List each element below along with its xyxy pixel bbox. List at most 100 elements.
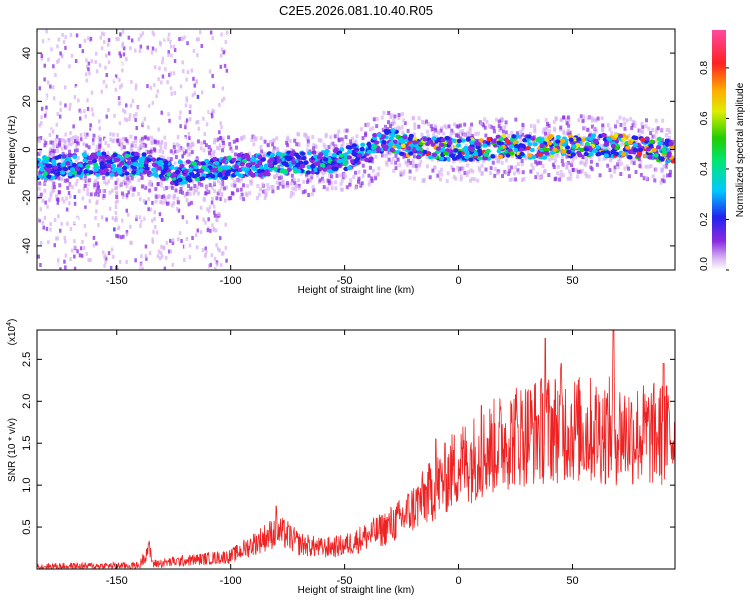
- spectrogram-halo-cell: [193, 184, 197, 188]
- spectrogram-halo-cell: [334, 180, 337, 185]
- spectrogram-halo-cell: [348, 182, 352, 187]
- spectrogram-ridge-cell: [482, 156, 488, 161]
- spectrogram-noise-cell: [107, 51, 111, 56]
- spectrogram-halo-cell: [510, 177, 514, 182]
- spectrogram-halo-cell: [374, 154, 378, 159]
- spectrogram-noise-cell: [69, 131, 72, 136]
- spectrogram-ridge-cell: [381, 140, 387, 145]
- spectrogram-ridge-cell: [153, 173, 159, 178]
- spectrogram-ridge-cell: [448, 149, 454, 154]
- spectrogram-noise-cell: [200, 44, 203, 48]
- spectrogram-noise-cell: [207, 209, 211, 214]
- spectrogram-halo-cell: [120, 141, 124, 146]
- spectrogram-noise-cell: [204, 253, 207, 257]
- spectrogram-noise-cell: [150, 50, 154, 55]
- spectrogram-halo-cell: [115, 186, 119, 191]
- spectrogram-noise-cell: [158, 212, 162, 217]
- spectrogram-halo-cell: [341, 141, 345, 146]
- spectrogram-ridge-cell: [234, 171, 240, 176]
- spectrogram-ridge-cell: [163, 163, 169, 168]
- spectrogram-noise-cell: [153, 83, 156, 88]
- spectrogram-halo-cell: [218, 189, 222, 193]
- spectrogram-noise-cell: [204, 246, 207, 251]
- spectrogram-halo-cell: [146, 136, 150, 141]
- spectrogram-noise-cell: [112, 254, 115, 259]
- spectrogram-ridge-cell: [366, 149, 372, 155]
- spectrogram-halo-cell: [584, 160, 588, 165]
- spectrogram-halo-cell: [556, 153, 560, 158]
- spectrogram-halo-cell: [57, 176, 61, 181]
- spectrogram-halo-cell: [457, 169, 461, 174]
- spectrogram-noise-cell: [160, 110, 163, 115]
- spectrogram-noise-cell: [190, 68, 193, 73]
- spectrogram-noise-cell: [90, 59, 94, 64]
- spectrogram-noise-cell: [168, 118, 171, 123]
- spectrogram-halo-cell: [394, 153, 398, 158]
- spectrogram-noise-cell: [188, 136, 191, 141]
- spectrogram-noise-cell: [199, 205, 203, 210]
- spectrogram-noise-cell: [172, 200, 175, 205]
- snr-series-line: [36, 329, 676, 570]
- spectrogram-noise-cell: [119, 37, 123, 42]
- spectrogram-ridge-cell: [267, 163, 274, 168]
- spectrogram-halo-cell: [601, 123, 605, 128]
- spectrogram-noise-cell: [57, 258, 60, 263]
- spectrogram-noise-cell: [57, 58, 61, 63]
- spectrogram-ridge-cell: [666, 151, 672, 156]
- spectrogram-halo-cell: [619, 142, 623, 147]
- spectrogram-halo-cell: [479, 121, 483, 126]
- spectrogram-noise-cell: [50, 62, 53, 67]
- spectrogram-noise-cell: [216, 137, 220, 142]
- spectrogram-ridge-cell: [336, 159, 342, 164]
- spectrogram-halo-cell: [553, 158, 557, 163]
- spectrogram-noise-cell: [88, 71, 91, 76]
- spectrogram-halo-cell: [102, 175, 106, 180]
- spectrogram-ridge-cell: [45, 163, 52, 168]
- spectrogram-ridge-cell: [146, 170, 152, 175]
- spectrogram-noise-cell: [143, 135, 147, 140]
- spectrogram-noise-cell: [160, 218, 164, 222]
- spectrogram-noise-cell: [170, 102, 173, 107]
- spectrogram-noise-cell: [73, 245, 76, 250]
- spectrogram-noise-cell: [56, 236, 59, 241]
- spectrogram-noise-cell: [86, 98, 89, 103]
- spectrogram-halo-cell: [297, 183, 301, 188]
- spectrogram-noise-cell: [178, 115, 182, 120]
- spectrogram-ridge-cell: [491, 139, 497, 144]
- spectrogram-noise-cell: [60, 221, 63, 226]
- spectrogram-ridge-cell: [269, 157, 275, 162]
- spectrogram-halo-cell: [159, 154, 163, 159]
- spectrogram-ridge-cell: [211, 168, 217, 173]
- spectrogram-halo-cell: [370, 176, 374, 181]
- spectrogram-noise-cell: [85, 199, 88, 204]
- spectrogram-noise-cell: [65, 249, 68, 254]
- spectrogram-noise-cell: [123, 109, 127, 114]
- spectrogram-noise-cell: [60, 233, 64, 238]
- spectrogram-ridge-cell: [438, 156, 445, 161]
- spectrogram-noise-cell: [129, 46, 132, 51]
- spectrogram-noise-cell: [47, 80, 50, 85]
- spectrogram-halo-cell: [554, 176, 558, 181]
- spectrogram-noise-cell: [74, 175, 78, 180]
- spectrogram-halo-cell: [323, 145, 327, 150]
- spectrogram-halo-cell: [408, 169, 412, 174]
- spectrogram-halo-cell: [435, 135, 439, 140]
- spectrogram-noise-cell: [53, 218, 57, 222]
- spectrogram-noise-cell: [109, 132, 112, 137]
- spectrogram-halo-cell: [340, 187, 343, 192]
- spectrogram-halo-cell: [261, 182, 265, 187]
- spectrogram-noise-cell: [52, 64, 55, 69]
- spectrogram-ridge-cell: [161, 176, 167, 182]
- spectrogram-halo-cell: [529, 169, 533, 174]
- spectrogram-halo-cell: [494, 154, 498, 158]
- spectrogram-noise-cell: [117, 96, 121, 101]
- spectrogram-halo-cell: [386, 127, 390, 132]
- spectrogram-noise-cell: [136, 105, 140, 110]
- spectrogram-noise-cell: [48, 178, 51, 183]
- spectrogram-ridge-cell: [590, 133, 597, 138]
- spectrogram-halo-cell: [406, 163, 410, 168]
- spectrogram-halo-cell: [286, 160, 290, 165]
- spectrogram-halo-cell: [412, 154, 416, 159]
- spectrogram-noise-cell: [47, 57, 50, 62]
- spectrogram-noise-cell: [76, 249, 79, 254]
